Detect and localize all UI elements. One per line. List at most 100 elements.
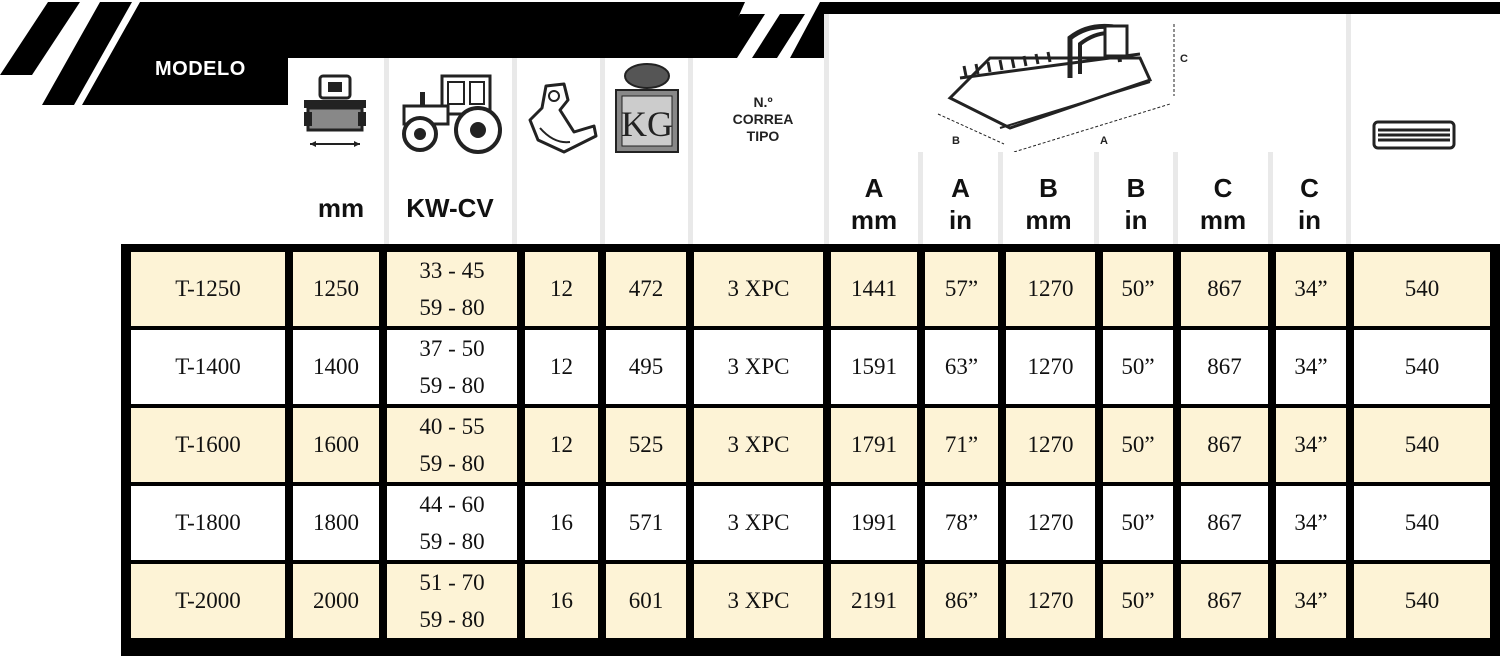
power-kw: 37 - 50 bbox=[419, 336, 485, 361]
dimension-label-a: A bbox=[1100, 135, 1108, 147]
b-mm-cell: 1270 bbox=[1006, 486, 1095, 560]
table-row: T-1400 1400 37 - 50 59 - 80 12 495 3 XPC 1591 63… bbox=[121, 330, 1500, 404]
dimension-label-b: B bbox=[952, 135, 960, 147]
b-in-cell: 50” bbox=[1103, 330, 1173, 404]
weight-cell: 472 bbox=[606, 252, 686, 326]
header-separator bbox=[384, 58, 389, 244]
power-cell: 44 - 60 59 - 80 bbox=[387, 486, 517, 560]
power-cv: 59 - 80 bbox=[419, 295, 485, 320]
dim-b-mm-header: B mm bbox=[1003, 172, 1094, 236]
weight-cell: 525 bbox=[606, 408, 686, 482]
power-cv: 59 - 80 bbox=[419, 373, 485, 398]
model-cell: T-1250 bbox=[131, 252, 285, 326]
header-separator bbox=[1094, 152, 1099, 244]
model-cell: T-2000 bbox=[131, 564, 285, 638]
dim-header-letter: A bbox=[951, 173, 970, 203]
pto-shaft-icon bbox=[1372, 120, 1456, 150]
belt-cell: 3 XPC bbox=[694, 330, 823, 404]
power-kw: 51 - 70 bbox=[419, 570, 485, 595]
dim-header-unit: mm bbox=[850, 205, 898, 235]
mulcher-dimensions-icon: B A C bbox=[937, 23, 1188, 152]
dim-b-in-header: B in bbox=[1099, 172, 1173, 236]
c-in-cell: 34” bbox=[1276, 408, 1346, 482]
header-separator bbox=[1268, 152, 1273, 244]
a-in-cell: 63” bbox=[925, 330, 998, 404]
a-mm-cell: 1591 bbox=[831, 330, 917, 404]
pto-cell: 540 bbox=[1354, 252, 1490, 326]
header-separator bbox=[918, 152, 923, 244]
belt-type-header: N.º CORREA TIPO bbox=[700, 94, 826, 145]
c-mm-cell: 867 bbox=[1181, 330, 1268, 404]
pto-cell: 540 bbox=[1354, 408, 1490, 482]
weight-kg-text: KG bbox=[621, 104, 673, 144]
dim-header-unit: in bbox=[948, 205, 973, 235]
modelo-label: MODELO bbox=[155, 58, 246, 80]
c-mm-cell: 867 bbox=[1181, 252, 1268, 326]
dim-header-letter: B bbox=[1126, 173, 1146, 203]
dim-header-letter: C bbox=[1213, 173, 1233, 203]
width-cell: 1800 bbox=[293, 486, 379, 560]
belt-cell: 3 XPC bbox=[694, 564, 823, 638]
pto-cell: 540 bbox=[1354, 564, 1490, 638]
dim-a-in-header: A in bbox=[923, 172, 998, 236]
weight-kg-icon: KG bbox=[615, 63, 679, 153]
header-separator bbox=[824, 14, 829, 244]
header-separator bbox=[600, 58, 605, 244]
blades-cell: 16 bbox=[525, 486, 598, 560]
table-row: T-1800 1800 44 - 60 59 - 80 16 571 3 XPC 1991 78… bbox=[121, 486, 1500, 560]
weight-cell: 601 bbox=[606, 564, 686, 638]
power-cv: 59 - 80 bbox=[419, 451, 485, 476]
dim-header-unit: mm bbox=[1199, 205, 1247, 235]
weight-cell: 571 bbox=[606, 486, 686, 560]
b-mm-cell: 1270 bbox=[1006, 330, 1095, 404]
belt-header-line-2: CORREA bbox=[732, 111, 794, 127]
header-separator bbox=[512, 58, 517, 244]
c-in-cell: 34” bbox=[1276, 330, 1346, 404]
a-mm-cell: 1441 bbox=[831, 252, 917, 326]
dim-c-in-header: C in bbox=[1273, 172, 1346, 236]
power-cell: 37 - 50 59 - 80 bbox=[387, 330, 517, 404]
table-row: T-1600 1600 40 - 55 59 - 80 12 525 3 XPC 1791 71… bbox=[121, 408, 1500, 482]
belt-cell: 3 XPC bbox=[694, 408, 823, 482]
c-mm-cell: 867 bbox=[1181, 564, 1268, 638]
header-separator bbox=[1173, 152, 1178, 244]
a-mm-cell: 2191 bbox=[831, 564, 917, 638]
a-in-cell: 71” bbox=[925, 408, 998, 482]
width-cell: 2000 bbox=[293, 564, 379, 638]
dim-a-mm-header: A mm bbox=[830, 172, 918, 236]
c-in-cell: 34” bbox=[1276, 252, 1346, 326]
dim-c-mm-header: C mm bbox=[1178, 172, 1268, 236]
a-in-cell: 57” bbox=[925, 252, 998, 326]
c-in-cell: 34” bbox=[1276, 486, 1346, 560]
a-mm-cell: 1791 bbox=[831, 408, 917, 482]
dim-header-unit: in bbox=[1297, 205, 1322, 235]
power-unit-header: KW-CV bbox=[406, 193, 494, 223]
c-mm-cell: 867 bbox=[1181, 486, 1268, 560]
blades-cell: 12 bbox=[525, 330, 598, 404]
pto-cell: 540 bbox=[1354, 330, 1490, 404]
power-cell: 51 - 70 59 - 80 bbox=[387, 564, 517, 638]
width-cell: 1400 bbox=[293, 330, 379, 404]
header-separator bbox=[688, 58, 693, 244]
b-mm-cell: 1270 bbox=[1006, 564, 1095, 638]
power-kw: 44 - 60 bbox=[419, 492, 485, 517]
model-cell: T-1400 bbox=[131, 330, 285, 404]
tractor-icon bbox=[402, 74, 502, 154]
spec-table: T-1250 1250 33 - 45 59 - 80 12 472 3 XPC 1441 57… bbox=[121, 244, 1500, 656]
a-mm-cell: 1991 bbox=[831, 486, 917, 560]
model-cell: T-1600 bbox=[131, 408, 285, 482]
c-in-cell: 34” bbox=[1276, 564, 1346, 638]
dim-header-letter: A bbox=[864, 173, 884, 203]
power-cell: 33 - 45 59 - 80 bbox=[387, 252, 517, 326]
power-kw: 33 - 45 bbox=[419, 258, 485, 283]
pto-cell: 540 bbox=[1354, 486, 1490, 560]
header-separator bbox=[998, 152, 1003, 244]
b-in-cell: 50” bbox=[1103, 564, 1173, 638]
a-in-cell: 78” bbox=[925, 486, 998, 560]
width-cell: 1250 bbox=[293, 252, 379, 326]
belt-cell: 3 XPC bbox=[694, 486, 823, 560]
power-kw: 40 - 55 bbox=[419, 414, 485, 439]
model-cell: T-1800 bbox=[131, 486, 285, 560]
belt-header-line-3: TIPO bbox=[746, 128, 780, 144]
weight-cell: 495 bbox=[606, 330, 686, 404]
